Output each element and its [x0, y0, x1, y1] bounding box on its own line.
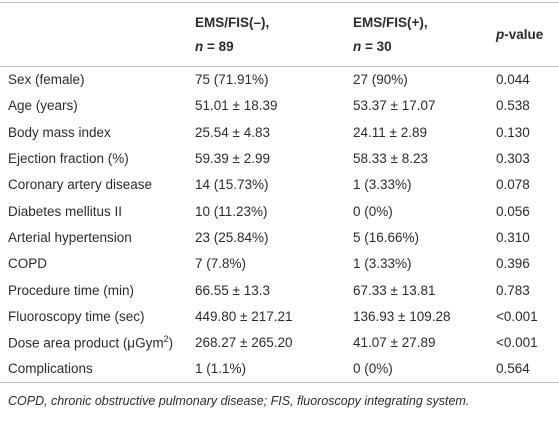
superscript: 2 — [163, 334, 169, 345]
cell: 27 (90%) — [353, 72, 408, 88]
cell: 0.303 — [496, 151, 530, 167]
row-label: Procedure time (min) — [8, 282, 135, 298]
header-cell: EMS/FIS(+), n = 30 — [345, 2, 488, 67]
header-label: EMS/FIS(+), — [353, 14, 428, 30]
cell: 449.80 ± 217.21 — [195, 308, 293, 324]
cell: 23 (25.84%) — [195, 229, 269, 245]
header-cell: p-value — [488, 2, 559, 67]
cell: 24.11 ± 2.89 — [353, 124, 427, 140]
n-symbol: n — [195, 38, 204, 54]
cell: 0.130 — [496, 124, 530, 140]
cell: <0.001 — [496, 335, 538, 351]
cell: 10 (11.23%) — [195, 203, 268, 219]
cell: 0.310 — [496, 229, 530, 245]
cell: 268.27 ± 265.20 — [195, 335, 293, 351]
header-row: EMS/FIS(–), n = 89 EMS/FIS(+), n = 30 p-valu… — [0, 2, 559, 67]
label-text: ) — [168, 335, 174, 351]
row-label: Sex (female) — [8, 72, 85, 88]
cell: 67.33 ± 13.81 — [353, 282, 436, 298]
cell: 51.01 ± 18.39 — [195, 98, 278, 114]
header-text: -value — [504, 26, 544, 42]
table-row: Diabetes mellitus II 10 (11.23%) 0 (0%) 0.0… — [0, 198, 559, 224]
row-label: Ejection fraction (%) — [8, 151, 129, 167]
table-row: Sex (female) 75 (71.91%) 27 (90%) 0.044 — [0, 67, 559, 93]
cell: 0.783 — [496, 282, 530, 298]
cell: 0.056 — [496, 203, 530, 219]
table-header: EMS/FIS(–), n = 89 EMS/FIS(+), n = 30 p-valu… — [0, 2, 559, 67]
cell: 25.54 ± 4.83 — [195, 124, 270, 140]
row-label: Coronary artery disease — [8, 177, 153, 193]
table-body: Sex (female) 75 (71.91%) 27 (90%) 0.044 Age … — [0, 67, 559, 383]
table-row: Dose area product (μGym2) 268.27 ± 265.20… — [0, 329, 559, 355]
n-symbol: n — [353, 38, 362, 54]
cell: 5 (16.66%) — [353, 229, 420, 245]
table-row: Procedure time (min) 66.55 ± 13.3 67.33 ± … — [0, 277, 559, 303]
label-text: Dose area product (μGym — [8, 335, 164, 351]
data-table: EMS/FIS(–), n = 89 EMS/FIS(+), n = 30 p-valu… — [0, 2, 559, 383]
header-label: EMS/FIS(–), — [195, 14, 270, 30]
cell: 59.39 ± 2.99 — [195, 151, 270, 167]
row-label: Complications — [0, 355, 187, 383]
n-value: = 30 — [365, 38, 392, 54]
cell: 66.55 ± 13.3 — [195, 282, 270, 298]
cell: 53.37 ± 17.07 — [353, 98, 436, 114]
table-row: Age (years) 51.01 ± 18.39 53.37 ± 17.07 0.5… — [0, 93, 559, 119]
cell: 0.078 — [496, 177, 530, 193]
header-cell — [0, 2, 187, 67]
cell: 0.044 — [496, 72, 530, 88]
header-cell: EMS/FIS(–), n = 89 — [187, 2, 345, 67]
row-label: Diabetes mellitus II — [8, 203, 123, 219]
row-label: Fluoroscopy time (sec) — [8, 308, 145, 324]
cell: 14 (15.73%) — [195, 177, 269, 193]
cell: 0 (0%) — [345, 355, 488, 383]
cell: 41.07 ± 27.89 — [353, 335, 436, 351]
n-value: = 89 — [207, 38, 234, 54]
p-symbol: p — [496, 26, 505, 42]
table-row: Ejection fraction (%) 59.39 ± 2.99 58.33 ±… — [0, 145, 559, 171]
cell: 1 (1.1%) — [187, 355, 345, 383]
cell: 0.538 — [496, 98, 530, 114]
cell: 1 (3.33%) — [353, 256, 412, 272]
row-label: COPD — [8, 256, 48, 272]
cell: 0.564 — [488, 355, 559, 383]
cell: <0.001 — [496, 308, 538, 324]
row-label: Dose area product (μGym2) — [0, 329, 187, 355]
row-label: Arterial hypertension — [8, 229, 132, 245]
table-row: Body mass index 25.54 ± 4.83 24.11 ± 2.89 0… — [0, 119, 559, 145]
table-row: Arterial hypertension 23 (25.84%) 5 (16.66… — [0, 224, 559, 250]
cell: 136.93 ± 109.28 — [353, 308, 451, 324]
footnote: COPD, chronic obstructive pulmonary dise… — [8, 393, 470, 408]
table-row: Fluoroscopy time (sec) 449.80 ± 217.21 136… — [0, 303, 559, 329]
cell: 75 (71.91%) — [195, 72, 269, 88]
cell: 1 (3.33%) — [353, 177, 412, 193]
table-row: Complications 1 (1.1%) 0 (0%) 0.564 — [0, 355, 559, 383]
row-label: Age (years) — [8, 98, 78, 114]
table-row: Coronary artery disease 14 (15.73%) 1 (3.3… — [0, 172, 559, 198]
cell: 0.396 — [496, 256, 530, 272]
row-label: Body mass index — [8, 124, 111, 140]
table-row: COPD 7 (7.8%) 1 (3.33%) 0.396 — [0, 251, 559, 277]
cell: 7 (7.8%) — [195, 256, 247, 272]
cell: 58.33 ± 8.23 — [353, 151, 428, 167]
cell: 0 (0%) — [353, 203, 393, 219]
